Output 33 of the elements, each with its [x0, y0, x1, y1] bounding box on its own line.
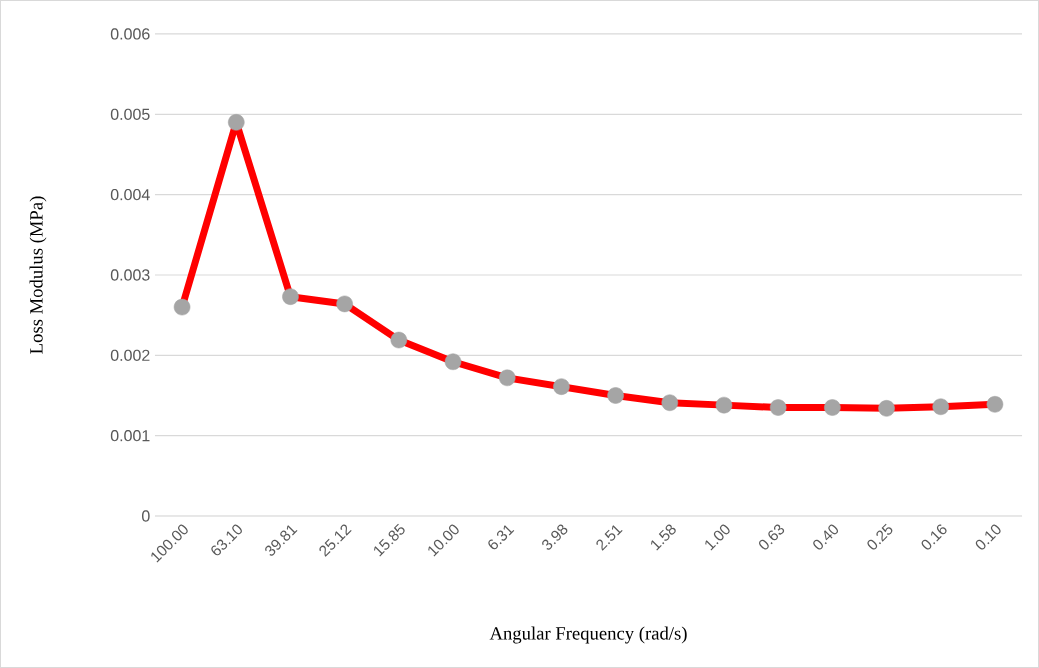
x-tick-label: 0.25 — [867, 523, 893, 550]
point — [607, 387, 624, 404]
x-tick-label: 0.16 — [921, 524, 947, 550]
point — [173, 298, 191, 316]
point — [878, 400, 895, 417]
point — [661, 394, 679, 412]
point — [769, 399, 787, 416]
y-tick-label: 0.002 — [110, 349, 150, 361]
x-tick-label: 3.98 — [542, 524, 568, 550]
y-axis-title: Loss Modulus (MPa) — [29, 196, 47, 354]
point — [932, 398, 950, 416]
x-tick-label: 0.40 — [813, 524, 839, 550]
x-tick-label: 0.10 — [975, 524, 1001, 550]
y-tick-label: 0 — [142, 510, 150, 522]
x-tick-label: 6.31 — [488, 525, 515, 550]
point — [336, 295, 353, 313]
y-tick-label: 0.001 — [110, 430, 150, 442]
point — [715, 396, 733, 414]
point — [228, 114, 245, 131]
point — [444, 353, 462, 371]
y-tick-label: 0.004 — [110, 189, 150, 201]
y-tick-label: 0.006 — [110, 28, 150, 40]
point — [986, 396, 1004, 413]
point — [824, 399, 841, 416]
y-tick-label: 0.005 — [110, 108, 150, 120]
point — [390, 331, 408, 349]
point — [282, 288, 299, 305]
point — [498, 369, 516, 387]
point — [553, 378, 570, 395]
y-tick-label: 0.003 — [110, 269, 150, 281]
x-tick-label: 2.51 — [596, 525, 623, 551]
x-tick-label: 0.63 — [759, 524, 785, 550]
x-axis-title: Angular Frequency (rad/s) — [489, 626, 687, 644]
